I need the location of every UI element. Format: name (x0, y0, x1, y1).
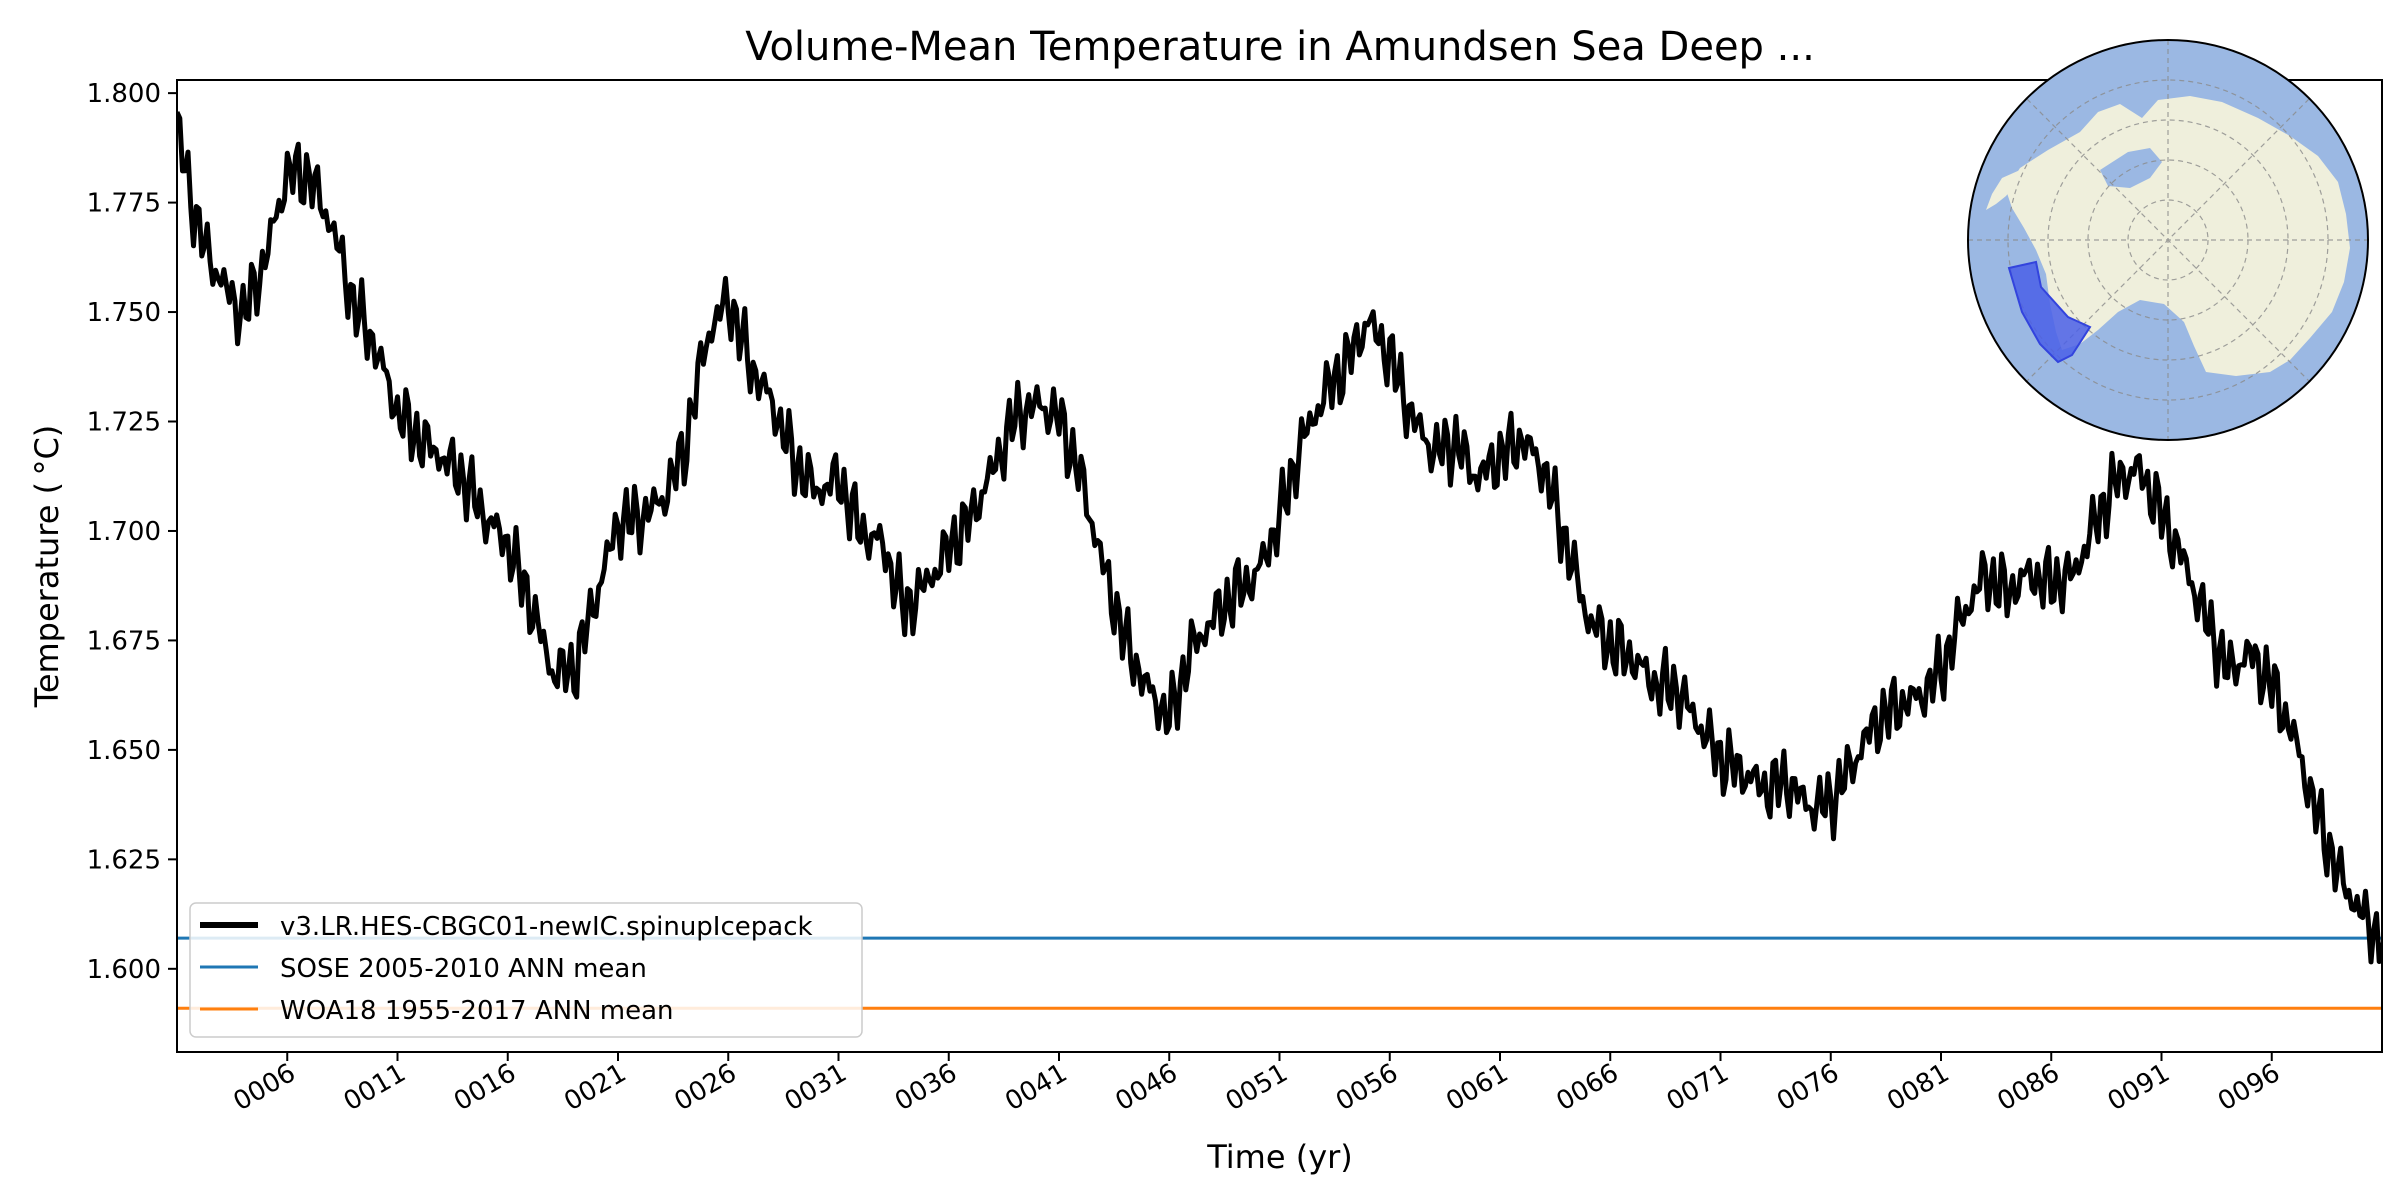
y-tick-label: 1.650 (87, 736, 161, 766)
x-axis-label: Time (yr) (1206, 1138, 1353, 1176)
inset-graticule (1968, 40, 2368, 440)
inset-globe-border (1967, 39, 2369, 441)
y-tick-label: 1.600 (87, 955, 161, 985)
chart-title: Volume-Mean Temperature in Amundsen Sea … (745, 24, 1815, 70)
legend-label-sose: SOSE 2005-2010 ANN mean (280, 954, 647, 984)
y-tick-label: 1.775 (87, 189, 161, 219)
inset-map (1967, 39, 2369, 441)
y-tick-label: 1.675 (87, 626, 161, 656)
legend-label-woa: WOA18 1955-2017 ANN mean (280, 996, 674, 1026)
legend-label-model: v3.LR.HES-CBGC01-newIC.spinupIcepack (280, 912, 813, 942)
y-tick-label: 1.800 (87, 79, 161, 109)
y-axis: 1.600 1.625 1.650 1.675 1.700 1.725 1.750 1.775… (87, 79, 177, 985)
inset-peninsula (1986, 170, 2020, 210)
y-tick-label: 1.700 (87, 517, 161, 547)
inset-ice-shelf (2100, 148, 2162, 188)
y-tick-label: 1.625 (87, 845, 161, 875)
inset-antarctica-land (2006, 96, 2350, 376)
series-line-model (177, 111, 2382, 965)
y-tick-label: 1.725 (87, 408, 161, 438)
inset-amundsen-region (2007, 260, 2092, 364)
y-tick-label: 1.750 (87, 298, 161, 328)
legend: v3.LR.HES-CBGC01-newIC.spinupIcepack SOS… (189, 902, 863, 1038)
y-axis-label: Temperature ( °C) (28, 425, 66, 709)
legend-box (189, 902, 863, 1038)
